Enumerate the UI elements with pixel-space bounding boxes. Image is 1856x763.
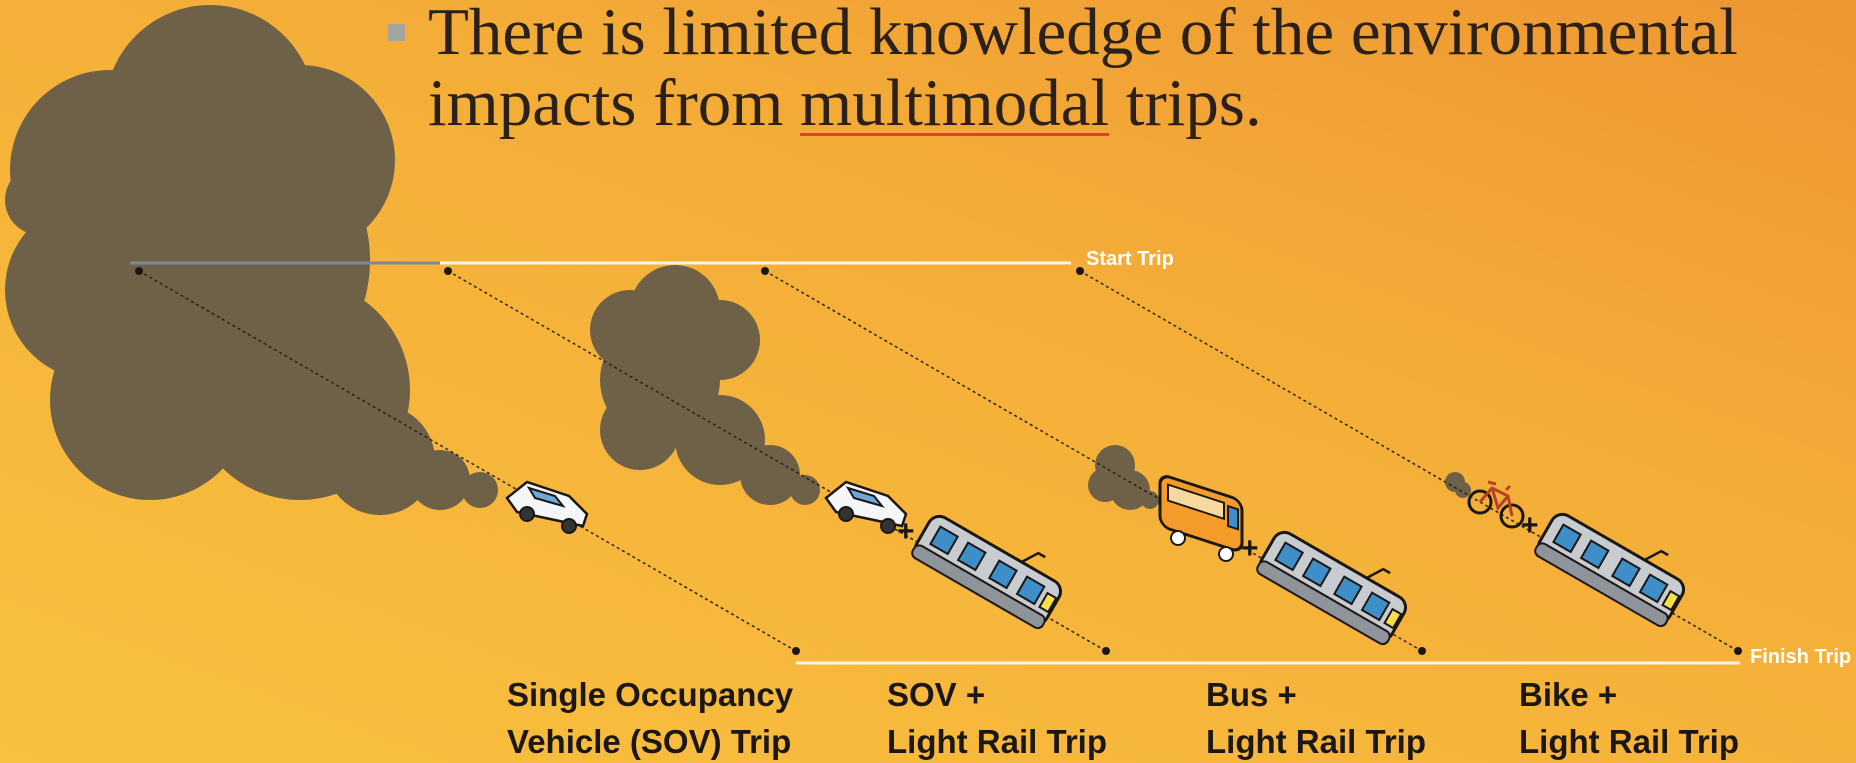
underlined-word: multimodal	[800, 66, 1110, 140]
cloud-tiny	[1445, 472, 1471, 498]
start-label: Start Trip	[1086, 248, 1174, 270]
cloud-small	[1088, 445, 1159, 510]
trip-labels: Single Occupancy Vehicle (SOV) Trip SOV …	[507, 676, 1739, 760]
trip-label: Light Rail Trip	[887, 723, 1107, 760]
bullet-marker	[388, 24, 405, 41]
trip-paths	[138, 270, 1739, 652]
cloud-medium	[590, 265, 820, 505]
trip-label: Light Rail Trip	[1519, 723, 1739, 760]
trip-label: Single Occupancy	[507, 676, 794, 713]
bullet-text: impacts from	[428, 66, 784, 140]
plus-sign: +	[1521, 509, 1539, 542]
bullet-text: trips.	[1125, 66, 1262, 140]
finish-label: Finish Trip	[1750, 646, 1851, 668]
plus-sign: +	[1241, 532, 1259, 565]
bullet-line: impacts from multimodal trips.	[428, 67, 1262, 139]
trip-label: Light Rail Trip	[1206, 723, 1426, 760]
trip-endpoints	[135, 267, 1742, 655]
trip-label: Bus +	[1206, 676, 1297, 713]
trip-label: Vehicle (SOV) Trip	[507, 723, 791, 760]
trip-label: SOV +	[887, 676, 985, 713]
bullet-line: There is limited knowledge of the enviro…	[428, 0, 1738, 69]
emission-clouds	[5, 5, 1471, 515]
cloud-large	[5, 5, 498, 515]
plus-sign: +	[897, 515, 915, 548]
trip-label: Bike +	[1519, 676, 1617, 713]
